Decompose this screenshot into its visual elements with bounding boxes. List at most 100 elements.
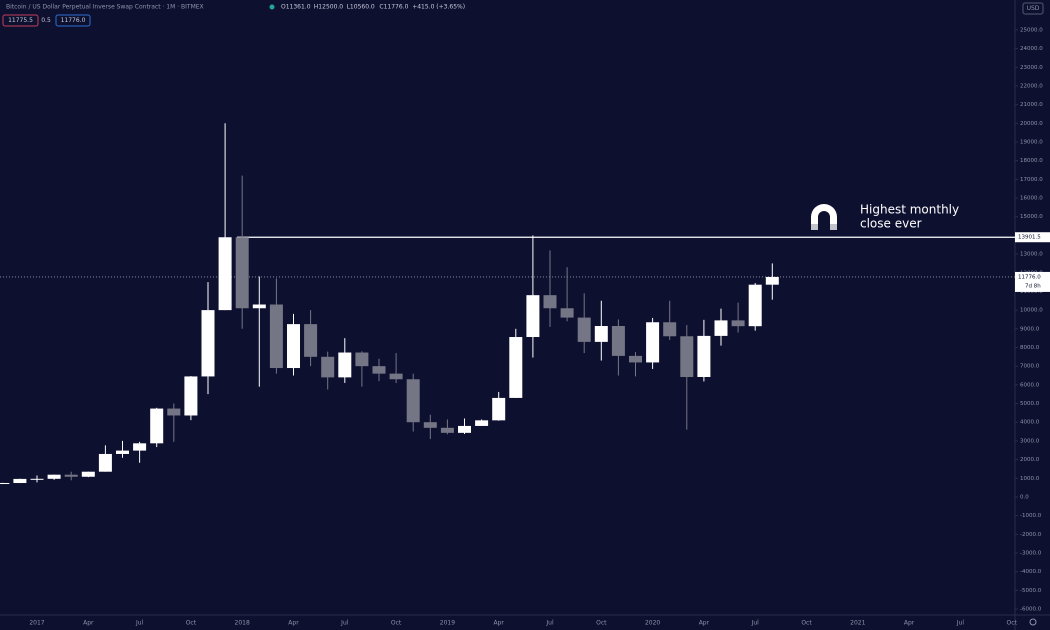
candle-body — [167, 408, 181, 416]
candle-body — [526, 295, 540, 338]
candle-body — [423, 422, 437, 428]
x-tick-label: Apr — [699, 620, 710, 627]
candle-body — [458, 425, 471, 433]
candle-body — [218, 237, 232, 311]
y-tick-label: 4000.0 — [1020, 420, 1040, 426]
y-tick-label: 6000.0 — [1020, 382, 1040, 388]
candle-body — [201, 310, 215, 377]
y-tick-label: 3000.0 — [1020, 438, 1040, 444]
candle-body — [355, 352, 369, 367]
candle-body — [372, 366, 386, 374]
y-tick-label: -2000.0 — [1020, 532, 1042, 538]
currency: USD — [1027, 5, 1040, 12]
candle-body — [304, 324, 318, 357]
candle-body — [629, 355, 642, 363]
chart-title: Bitcoin / US Dollar Perpetual Inverse Sw… — [6, 4, 204, 11]
candle-body — [13, 478, 27, 484]
x-tick-label: Oct — [1007, 620, 1018, 627]
y-tick-label: -4000.0 — [1020, 569, 1042, 575]
y-tick-label: 17000.0 — [1020, 177, 1043, 183]
y-tick-label: 10000.0 — [1020, 308, 1043, 314]
x-tick-label: Oct — [391, 620, 402, 627]
candle-body — [646, 322, 660, 363]
x-tick-label: Jul — [751, 620, 760, 627]
x-tick-label: Oct — [186, 620, 197, 627]
countdown-label: 7d 8h — [1025, 283, 1041, 289]
candle-body — [594, 325, 608, 342]
candle-body — [81, 471, 95, 477]
candle-body — [611, 325, 625, 356]
price-label: 13901.5 — [1018, 235, 1041, 241]
y-tick-label: 8000.0 — [1020, 345, 1040, 351]
y-tick-label: 9000.0 — [1020, 326, 1040, 332]
x-tick-label: Apr — [288, 620, 299, 627]
x-tick-label: Jul — [545, 620, 554, 627]
y-tick-label: 15000.0 — [1020, 214, 1043, 220]
candle-body — [30, 478, 44, 480]
x-tick-label: Oct — [596, 620, 607, 627]
candle-body — [492, 397, 506, 421]
candle-body — [731, 320, 745, 327]
annotation-text: Highest monthly — [860, 203, 959, 217]
quote-box — [55, 14, 91, 27]
ohlc-value: H12500.0 — [314, 4, 344, 11]
x-tick-label: 2017 — [29, 620, 44, 627]
x-tick-label: Apr — [83, 620, 94, 627]
y-tick-label: 23000.0 — [1020, 65, 1043, 71]
ohlc-value: O11361.0 — [281, 4, 311, 11]
y-tick-label: 19000.0 — [1020, 139, 1043, 145]
last-price-label: 11776.0 — [1018, 274, 1041, 280]
x-tick-label: Apr — [494, 620, 505, 627]
candle-body — [321, 356, 335, 378]
y-tick-label: 20000.0 — [1020, 121, 1043, 127]
quote-value: 11775.5 — [8, 17, 33, 24]
candle-body — [680, 336, 694, 377]
candle-body — [663, 322, 677, 337]
x-tick-label: 2018 — [235, 620, 250, 627]
candle-body — [440, 427, 454, 433]
candle-body — [543, 295, 557, 309]
x-tick-label: 2021 — [850, 620, 865, 627]
quote-value: 0.5 — [41, 17, 51, 24]
candle-body — [406, 379, 420, 423]
y-tick-label: 25000.0 — [1020, 27, 1043, 33]
magnet-icon — [811, 204, 837, 230]
y-tick-label: -1000.0 — [1020, 513, 1042, 519]
candle-body — [748, 284, 762, 327]
y-tick-label: 21000.0 — [1020, 102, 1043, 108]
candle-body — [64, 474, 78, 477]
annotation-text: close ever — [860, 217, 922, 231]
x-tick-label: 2020 — [645, 620, 660, 627]
quote-box — [2, 14, 39, 27]
candle-body — [287, 324, 300, 369]
candle-body — [235, 237, 249, 309]
candle-body — [577, 317, 591, 342]
y-tick-label: 5000.0 — [1020, 401, 1040, 407]
y-tick-label: -5000.0 — [1020, 588, 1042, 594]
candle-body — [389, 373, 403, 380]
ohlc-header: O11361.0 H12500.0 L10560.0 C11776.0 +415.0 (… — [281, 4, 465, 11]
candle-body — [509, 337, 523, 398]
candle-body — [47, 474, 61, 479]
price-label-box — [1015, 232, 1050, 243]
status-dot — [269, 4, 275, 10]
x-tick-label: Oct — [801, 620, 812, 627]
ohlc-value: C11776.0 — [379, 4, 408, 11]
y-tick-label: 2000.0 — [1020, 457, 1040, 463]
y-tick-label: 7000.0 — [1020, 364, 1040, 370]
y-tick-label: 0.0 — [1020, 494, 1029, 500]
x-tick-label: 2019 — [440, 620, 455, 627]
candle-body — [560, 308, 574, 318]
candle-body — [252, 304, 266, 309]
x-tick-label: Apr — [904, 620, 915, 627]
x-tick-label: Jul — [135, 620, 144, 627]
ohlc-value: L10560.0 — [347, 4, 375, 11]
candle-body — [133, 443, 147, 451]
annotation: Highest monthly close ever — [811, 203, 959, 231]
settings-icon[interactable] — [1029, 618, 1037, 626]
quote-value: 11776.0 — [61, 17, 86, 24]
candle-body — [765, 276, 779, 285]
